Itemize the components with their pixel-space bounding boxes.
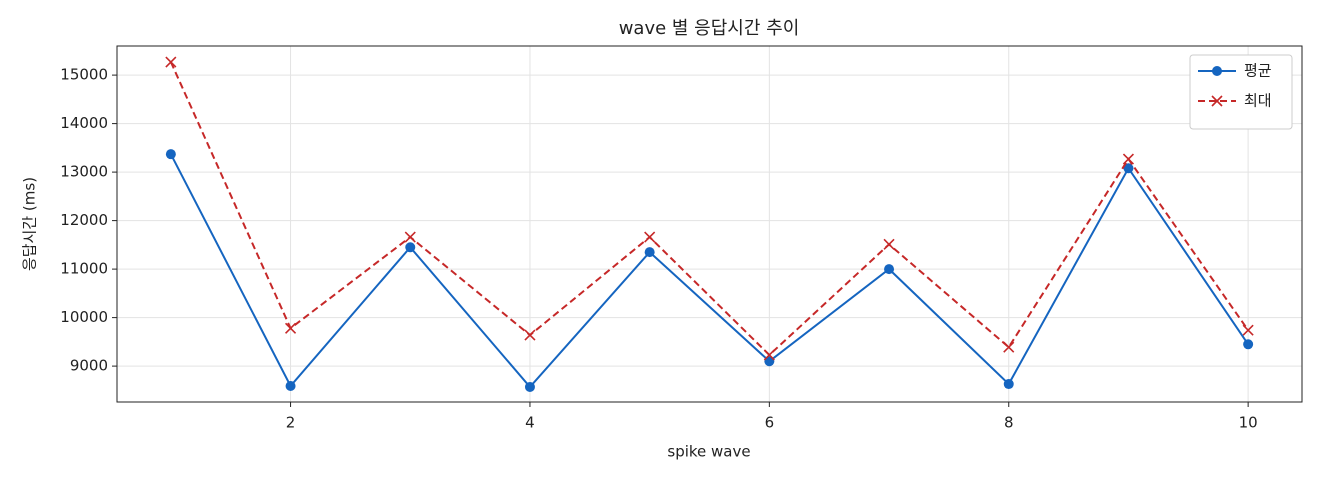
y-tick-label: 10000 xyxy=(60,308,108,326)
legend-label: 평균 xyxy=(1244,62,1272,80)
data-point xyxy=(644,247,655,258)
y-axis-label: 응답시간 (ms) xyxy=(21,177,39,271)
y-tick-label: 11000 xyxy=(60,260,108,278)
x-axis-label: spike wave xyxy=(667,443,750,461)
data-point xyxy=(764,356,775,367)
data-point xyxy=(165,149,176,160)
data-point xyxy=(165,56,177,68)
data-point xyxy=(524,381,535,392)
data-point xyxy=(883,238,895,250)
series-line xyxy=(169,153,1249,389)
x-tick-label: 2 xyxy=(286,414,296,432)
data-point xyxy=(644,231,656,243)
data-point xyxy=(405,242,416,253)
x-tick-label: 10 xyxy=(1239,414,1258,432)
x-tick-label: 6 xyxy=(765,414,775,432)
data-point xyxy=(1122,153,1135,165)
plot-frame xyxy=(116,45,1303,403)
legend-label: 최대 xyxy=(1244,92,1272,110)
x-tick-label: 4 xyxy=(525,414,535,432)
data-point xyxy=(285,380,296,391)
y-tick-label: 9000 xyxy=(70,357,108,375)
x-tick-label: 8 xyxy=(1004,414,1014,432)
data-point xyxy=(524,329,536,341)
data-point xyxy=(404,231,416,243)
chart-title: wave 별 응답시간 추이 xyxy=(619,18,800,39)
data-point xyxy=(763,349,775,361)
y-tick-label: 12000 xyxy=(60,211,108,229)
y-tick-label: 15000 xyxy=(60,66,108,84)
data-point xyxy=(1123,163,1134,174)
legend-marker xyxy=(1211,95,1223,107)
data-point xyxy=(284,322,297,334)
data-point xyxy=(1003,341,1015,353)
y-tick-label: 14000 xyxy=(60,114,108,132)
legend-box xyxy=(1189,54,1293,130)
legend-marker xyxy=(1212,66,1222,76)
data-point xyxy=(1242,324,1254,336)
series-line xyxy=(169,61,1249,357)
data-point xyxy=(1243,339,1254,350)
y-tick-label: 13000 xyxy=(60,163,108,181)
data-point xyxy=(884,264,895,275)
data-point xyxy=(1003,379,1014,390)
